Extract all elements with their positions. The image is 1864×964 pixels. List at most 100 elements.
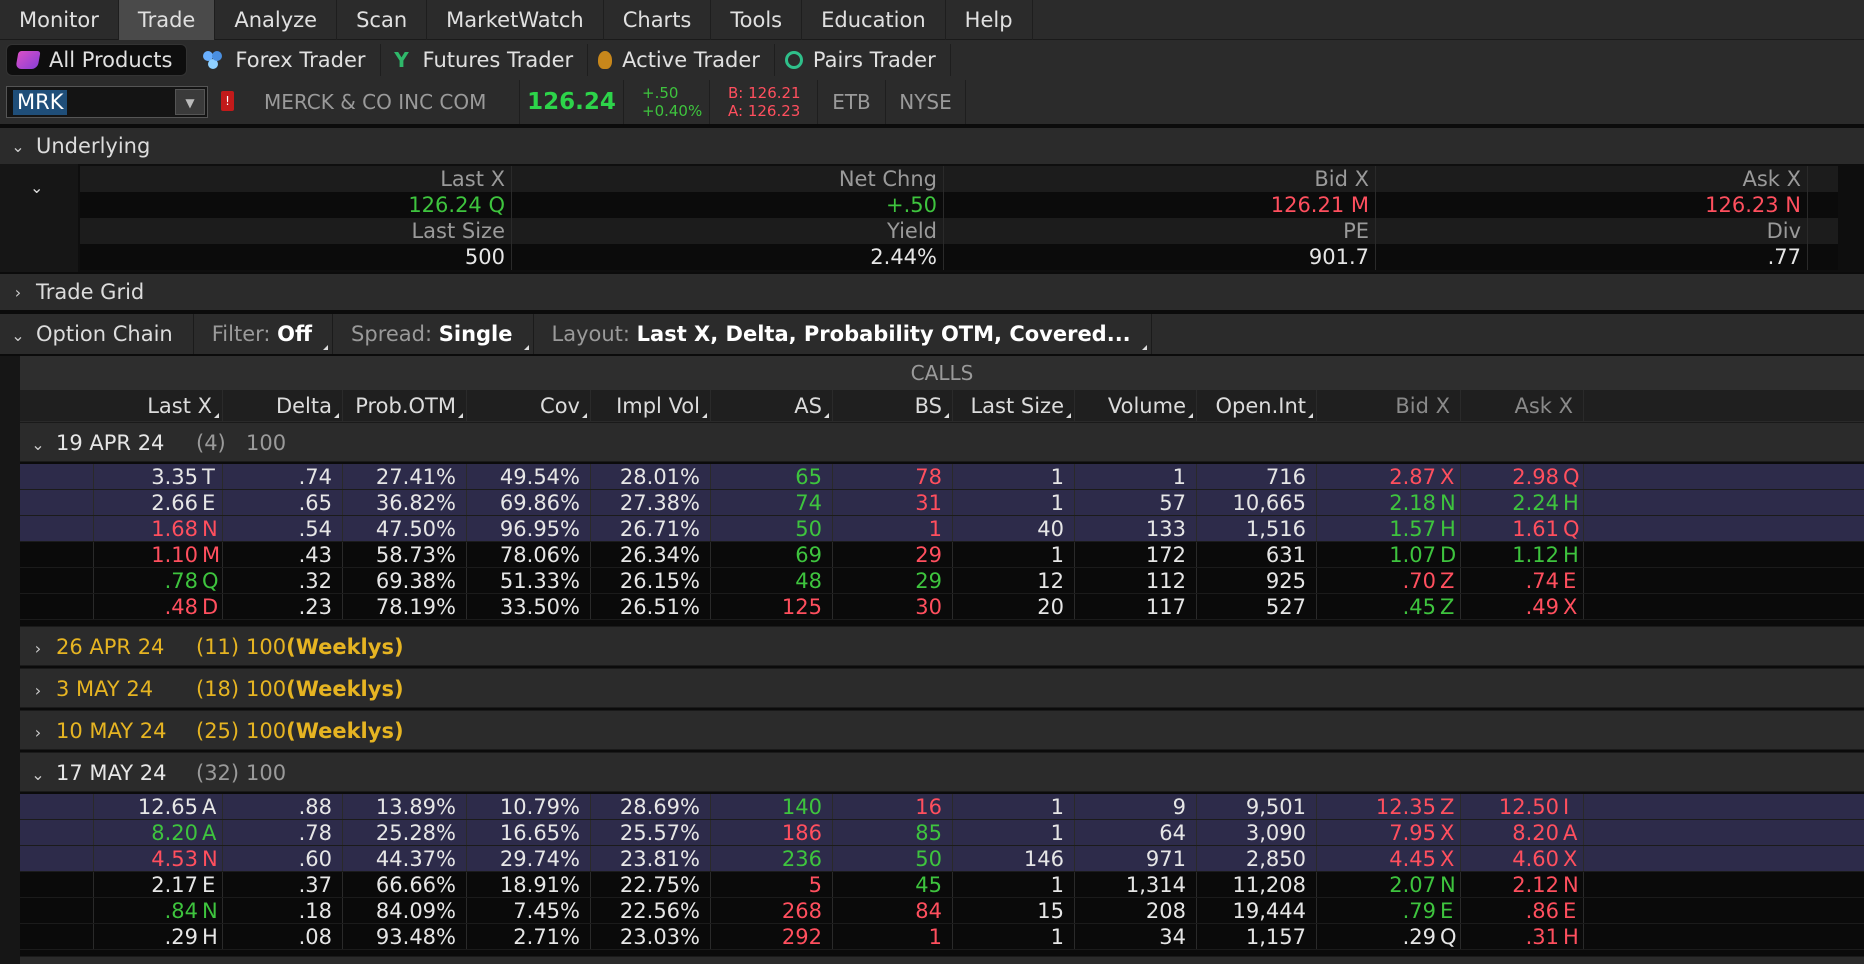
column-header-prob-otm[interactable]: Prob.OTM xyxy=(343,390,467,421)
column-header-last-x[interactable]: Last X xyxy=(20,390,223,421)
layout-dropdown[interactable]: Layout: Last X, Delta, Probability OTM, … xyxy=(534,314,1152,354)
underlying-label-row: Last Size Yield PE Div xyxy=(80,218,1838,244)
expiration-row[interactable]: ⌄ 17 MAY 24 (32) 100 xyxy=(20,752,1864,792)
chevron-down-icon[interactable]: ⌄ xyxy=(30,178,44,197)
as-cell: 69 xyxy=(711,542,833,567)
column-header-open-int[interactable]: Open.Int xyxy=(1197,390,1317,421)
value-last-x: 126.24 Q xyxy=(80,192,512,218)
chevron-down-icon[interactable]: ▼ xyxy=(175,89,205,115)
trade-grid-section-header[interactable]: › Trade Grid xyxy=(0,274,1864,310)
menu-education[interactable]: Education xyxy=(802,0,946,40)
underlying-section-header[interactable]: ⌄ Underlying xyxy=(0,128,1864,164)
ask-x-cell: .74 E xyxy=(1461,568,1584,593)
column-header-as[interactable]: AS xyxy=(711,390,833,421)
chevron-right-icon[interactable]: › xyxy=(34,681,42,700)
prob-otm-cell: 44.37% xyxy=(343,846,467,871)
prob-otm-cell: 93.48% xyxy=(343,924,467,949)
option-row[interactable]: .84 N .18 84.09% 7.45% 22.56% 268 84 15 208 19,444… xyxy=(20,898,1864,924)
option-row[interactable]: 12.65 A .88 13.89% 10.79% 28.69% 140 16 1 9 9,501 1… xyxy=(20,794,1864,820)
chevron-down-icon[interactable]: ⌄ xyxy=(11,136,25,156)
column-header-impl-vol[interactable]: Impl Vol xyxy=(591,390,711,421)
column-header-row: Last X Delta Prob.OTM Cov Retu... Impl Vol AS… xyxy=(20,390,1864,450)
value-bid-x: 126.21 M xyxy=(944,192,1376,218)
expiration-row[interactable]: › 3 MAY 24 (18) 100 (Weeklys) xyxy=(20,668,1864,708)
product-all-products[interactable]: All Products xyxy=(6,44,188,76)
last-value: .78 xyxy=(164,569,198,593)
filter-dropdown[interactable]: Filter: Off xyxy=(194,314,334,354)
chevron-right-icon[interactable]: › xyxy=(34,723,42,742)
option-row[interactable]: 2.66 E .65 36.82% 69.86% 27.38% 74 31 1 57 10,665 2… xyxy=(20,490,1864,516)
column-header-bs[interactable]: BS xyxy=(833,390,953,421)
option-row[interactable]: .48 D .23 78.19% 33.50% 26.51% 125 30 20 117 527.4… xyxy=(20,594,1864,620)
menu-scan[interactable]: Scan xyxy=(337,0,428,40)
row-gutter xyxy=(20,490,94,515)
option-row[interactable]: 1.68 N .54 47.50% 96.95% 26.71% 50 1 40 133 1,516 1… xyxy=(20,516,1864,542)
menu-trade[interactable]: Trade xyxy=(118,0,216,40)
underlying-title: Underlying xyxy=(36,134,151,158)
product-pairs-trader[interactable]: Pairs Trader xyxy=(775,44,951,76)
alert-badge[interactable]: ! xyxy=(221,91,234,111)
last-exchange: T xyxy=(202,465,215,489)
menu-charts[interactable]: Charts xyxy=(604,0,712,40)
chevron-down-icon[interactable]: ⌄ xyxy=(31,435,45,454)
column-header-delta[interactable]: Delta xyxy=(223,390,343,421)
chevron-right-icon[interactable]: › xyxy=(34,639,42,658)
row-gutter xyxy=(20,872,94,897)
menu-tools[interactable]: Tools xyxy=(711,0,803,40)
column-header-label: Ask X xyxy=(1514,394,1573,418)
expiration-row[interactable]: › 10 MAY 24 (25) 100 (Weeklys) xyxy=(20,710,1864,750)
bid-x-cell: .45 Z xyxy=(1317,594,1461,619)
column-header-label: Bid X xyxy=(1395,394,1450,418)
ask-x-value: 4.60 xyxy=(1512,847,1559,871)
column-header-bid-x[interactable]: Bid X xyxy=(1317,390,1461,421)
cov-return-cell: 29.74% xyxy=(467,846,591,871)
symbol-selector[interactable]: MRK ▼ xyxy=(6,86,208,118)
bs-cell: 31 xyxy=(833,490,953,515)
expiration-row[interactable]: ›24 MAY 24(39)100 (Weeklys) xyxy=(20,956,1864,964)
product-label: All Products xyxy=(49,48,173,72)
option-row[interactable]: .29 H .08 93.48% 2.71% 23.03% 292 1 1 34 1,157.29 Q… xyxy=(20,924,1864,950)
column-header-label: Last Size xyxy=(970,394,1064,418)
open-int-cell: 1,516 xyxy=(1197,516,1317,541)
spread-dropdown[interactable]: Spread: Single xyxy=(333,314,534,354)
row-gutter xyxy=(20,464,94,489)
column-header-label: Volume xyxy=(1107,394,1186,418)
underlying-collapse[interactable]: ⌄ xyxy=(0,164,78,272)
option-row[interactable]: 1.10 M .43 58.73% 78.06% 26.34% 69 29 1 172 631 1.0… xyxy=(20,542,1864,568)
option-row[interactable]: 3.35 T .74 27.41% 49.54% 28.01% 65 78 1 1 716 2.87 X… xyxy=(20,464,1864,490)
chevron-right-icon[interactable]: › xyxy=(14,282,22,302)
option-row[interactable]: 8.20 A .78 25.28% 16.65% 25.57% 186 85 1 64 3,090 7… xyxy=(20,820,1864,846)
product-active-trader[interactable]: Active Trader xyxy=(588,44,775,76)
option-row[interactable]: 4.53 N .60 44.37% 29.74% 23.81% 236 50 146 971 2,8… xyxy=(20,846,1864,872)
delta-cell: .08 xyxy=(223,924,343,949)
delta-cell: .43 xyxy=(223,542,343,567)
column-header-last-size[interactable]: Last Size xyxy=(953,390,1075,421)
expiration-row[interactable]: ⌄ 19 APR 24 (4) 100 xyxy=(20,422,1864,462)
as-cell: 186 xyxy=(711,820,833,845)
option-chain-toggle[interactable]: ⌄ Option Chain xyxy=(0,314,194,354)
column-header-ask-x[interactable]: Ask X xyxy=(1461,390,1584,421)
chevron-down-icon[interactable]: ⌄ xyxy=(11,326,25,345)
value-ask-x: 126.23 N xyxy=(1376,192,1808,218)
bs-cell: 45 xyxy=(833,872,953,897)
option-row[interactable]: 2.17 E .37 66.66% 18.91% 22.75% 5 45 1 1,314 11,20… xyxy=(20,872,1864,898)
product-futures-trader[interactable]: Y Futures Trader xyxy=(381,44,589,76)
menu-marketwatch[interactable]: MarketWatch xyxy=(427,0,604,40)
product-forex-trader[interactable]: Forex Trader xyxy=(193,44,381,76)
column-header-volume[interactable]: Volume xyxy=(1075,390,1197,421)
volume-cell: 9 xyxy=(1075,794,1197,819)
menu-monitor[interactable]: Monitor xyxy=(0,0,119,40)
last-exchange: H xyxy=(202,925,218,949)
ask-x-exchange: H xyxy=(1563,925,1579,949)
last-x-cell: .84 N xyxy=(20,898,223,923)
expiration-row[interactable]: › 26 APR 24 (11) 100 (Weeklys) xyxy=(20,626,1864,666)
column-header-cov-retu[interactable]: Cov Retu... xyxy=(467,390,591,450)
bid-x-value: 2.07 xyxy=(1389,873,1436,897)
chevron-down-icon[interactable]: ⌄ xyxy=(31,765,45,784)
option-row[interactable]: .78 Q .32 69.38% 51.33% 26.15% 48 29 12 112 925.70… xyxy=(20,568,1864,594)
menu-help[interactable]: Help xyxy=(946,0,1033,40)
chevron-right-icon[interactable]: › xyxy=(20,959,56,964)
symbol-input[interactable]: MRK xyxy=(13,90,68,115)
volume-cell: 172 xyxy=(1075,542,1197,567)
menu-analyze[interactable]: Analyze xyxy=(215,0,338,40)
